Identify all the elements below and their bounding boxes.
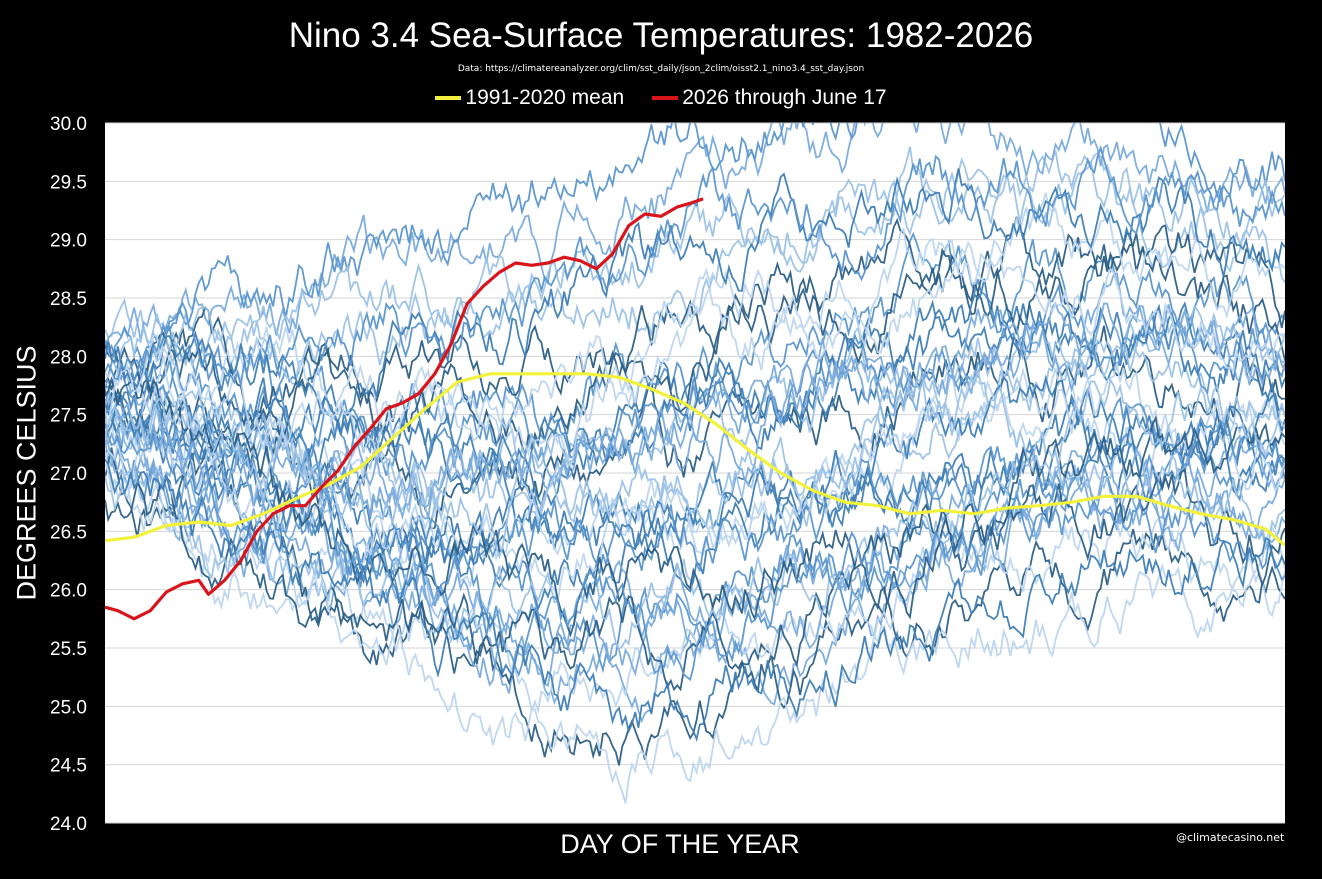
data-source-note: Data: https://climatereanalyzer.org/clim… bbox=[457, 64, 865, 74]
series-group bbox=[105, 123, 1285, 804]
chart-legend: 1991-2020 mean 2026 through June 17 bbox=[0, 84, 1322, 112]
y-tick-label-2: 25.0 bbox=[50, 697, 87, 718]
y-tick-label-7: 27.5 bbox=[50, 406, 87, 427]
y-tick-label-9: 28.5 bbox=[50, 289, 87, 310]
y-tick-label-6: 27.0 bbox=[50, 464, 87, 485]
series-line-year-21 bbox=[105, 430, 1285, 688]
legend-swatch-2026 bbox=[652, 96, 679, 100]
y-axis-label: DEGREES CELSIUS bbox=[11, 345, 42, 601]
series-line-year-5 bbox=[105, 367, 1285, 602]
legend-swatch-mean bbox=[435, 96, 462, 100]
series-line-year-26 bbox=[105, 359, 1285, 575]
series-line-year-32 bbox=[105, 423, 1285, 682]
y-tick-label-10: 29.0 bbox=[50, 231, 87, 252]
series-line-year-31 bbox=[105, 168, 1285, 435]
y-tick-label-4: 26.0 bbox=[50, 581, 87, 602]
y-tick-label-1: 24.5 bbox=[50, 756, 87, 777]
series-line-year-33 bbox=[105, 301, 1285, 516]
series-line-year-36 bbox=[105, 459, 1285, 743]
series-line-year-37 bbox=[105, 145, 1285, 386]
x-axis-label: DAY OF THE YEAR bbox=[560, 829, 800, 859]
series-line-year-24 bbox=[105, 468, 1285, 694]
legend-label-2026: 2026 through June 17 bbox=[682, 86, 887, 109]
series-line-year-34 bbox=[105, 368, 1285, 560]
y-tick-label-5: 26.5 bbox=[50, 522, 87, 543]
series-line-year-6 bbox=[105, 446, 1285, 766]
series-line-year-17 bbox=[105, 450, 1285, 804]
legend-label-mean: 1991-2020 mean bbox=[465, 86, 625, 109]
chart-title: Nino 3.4 Sea-Surface Temperatures: 1982-… bbox=[288, 16, 1034, 55]
legend-entry-2026: 2026 through June 17 bbox=[652, 84, 887, 112]
series-line-year-13 bbox=[105, 402, 1285, 576]
series-line-year-28 bbox=[105, 431, 1285, 651]
y-tick-label-3: 25.5 bbox=[50, 639, 87, 660]
series-line-year-12 bbox=[105, 232, 1285, 457]
series-line-year-18 bbox=[105, 216, 1285, 434]
series-line-year-30 bbox=[105, 376, 1285, 638]
y-tick-label-0: 24.0 bbox=[50, 814, 87, 835]
series-line-year-16 bbox=[105, 304, 1285, 522]
series-line-2026 bbox=[105, 197, 704, 621]
legend-entry-mean: 1991-2020 mean bbox=[435, 84, 624, 112]
y-tick-label-12: 30.0 bbox=[50, 114, 87, 135]
series-line-year-23 bbox=[105, 363, 1285, 565]
series-line-year-35 bbox=[105, 254, 1285, 470]
series-line-year-25 bbox=[105, 278, 1285, 492]
y-tick-label-8: 28.0 bbox=[50, 347, 87, 368]
series-line-mean bbox=[105, 372, 1285, 547]
series-line-year-22 bbox=[105, 146, 1285, 376]
series-line-year-14 bbox=[105, 123, 1285, 382]
watermark: @climatecasino.net bbox=[1176, 831, 1285, 844]
y-tick-label-11: 29.5 bbox=[50, 172, 87, 193]
